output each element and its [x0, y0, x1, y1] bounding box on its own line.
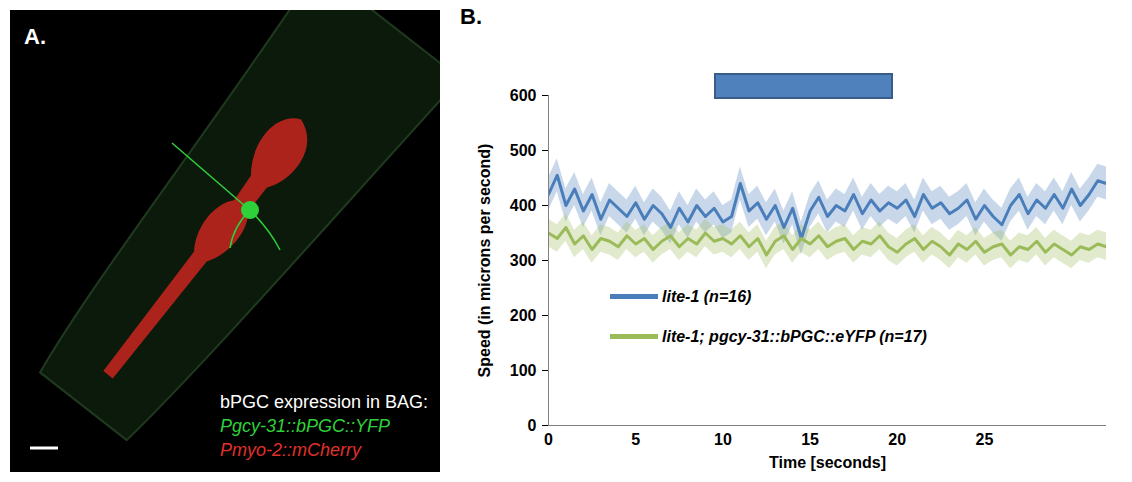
svg-text:0: 0 [544, 431, 553, 448]
svg-text:400: 400 [510, 197, 537, 214]
svg-text:5: 5 [631, 431, 640, 448]
svg-text:25: 25 [976, 431, 994, 448]
svg-text:Time [seconds]: Time [seconds] [769, 454, 886, 471]
svg-text:200: 200 [510, 307, 537, 324]
svg-text:20: 20 [888, 431, 906, 448]
html-text:Pmyo-2::mCherry: Pmyo-2::mCherry [219, 440, 361, 460]
svg-text:Speed (in microns per second): Speed (in microns per second) [476, 144, 493, 378]
html-text:lite-1 (n=16): lite-1 (n=16) [662, 287, 752, 305]
html-text:B.: B. [460, 4, 482, 29]
html-text:bPGC expression in BAG:: bPGC expression in BAG: [219, 392, 428, 412]
svg-text:600: 600 [510, 87, 537, 104]
svg-text:100: 100 [510, 362, 537, 379]
html-text:Pgcy-31::bPGC::YFP: Pgcy-31::bPGC::YFP [219, 416, 390, 436]
html-text:A.: A. [24, 24, 46, 49]
svg-text:300: 300 [510, 252, 537, 269]
svg-text:500: 500 [510, 142, 537, 159]
svg-text:0: 0 [528, 417, 537, 434]
html-text:lite-1; pgcy-31::bPGC::eYFP (n: lite-1; pgcy-31::bPGC::eYFP (n=17) [662, 327, 927, 345]
svg-text:15: 15 [801, 431, 819, 448]
svg-text:10: 10 [714, 431, 732, 448]
